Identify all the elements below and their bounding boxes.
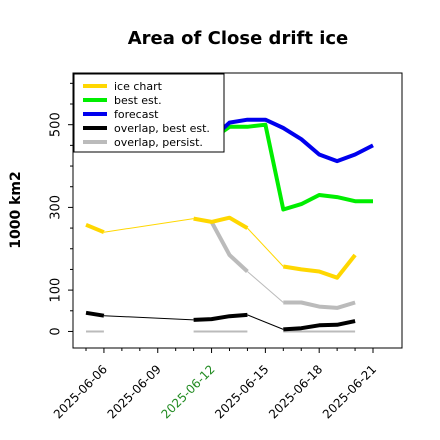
overlap-persist-line	[283, 300, 356, 310]
plot-area: 0 100 300 500 2025-06-062025-06-092025-06-12…	[49, 72, 403, 421]
x-tick-label: 2025-06-06	[51, 362, 110, 421]
x-tick-label: 2025-06-18	[266, 362, 325, 421]
y-tick-label: 500	[49, 112, 64, 137]
overlap-best-est-line	[283, 319, 356, 332]
legend-label-best-est: best est.	[114, 94, 162, 107]
plot-frame	[72, 72, 403, 349]
y-tick-label: 300	[49, 195, 64, 220]
ice-chart-line	[282, 253, 357, 280]
chart-title: Area of Close drift ice	[128, 28, 349, 49]
overlap-persist-line	[209, 220, 249, 273]
x-tick-label: 2025-06-09	[105, 362, 164, 421]
ice-chart-connector	[247, 227, 284, 267]
legend-label-overlap-persist: overlap, persist.	[114, 136, 203, 149]
overlap-best-est-line	[85, 310, 105, 318]
y-axis-label: 1000 km2	[8, 171, 24, 248]
overlap-best-est-connector	[247, 314, 284, 330]
overlap-best-est-connector	[103, 315, 194, 321]
y-tick-label: 100	[49, 278, 64, 303]
ice-chart-connector	[103, 218, 194, 233]
ice-chart-line	[85, 222, 105, 235]
x-tick-label: 2025-06-15	[212, 362, 271, 421]
legend-label-forecast: forecast	[114, 108, 159, 121]
overlap-persist-connector	[247, 271, 284, 303]
forecast-line	[210, 117, 374, 164]
legend-label-overlap-best-est: overlap, best est.	[114, 122, 210, 135]
x-tick-label: 2025-06-21	[320, 362, 379, 421]
best-est-line	[210, 122, 373, 212]
y-tick-label: 0	[49, 327, 64, 335]
overlap-best-est-line	[193, 312, 248, 322]
legend-label-ice-chart: ice chart	[114, 80, 163, 93]
x-tick-label: 2025-06-12	[158, 362, 217, 421]
ice-chart-line	[193, 215, 249, 230]
